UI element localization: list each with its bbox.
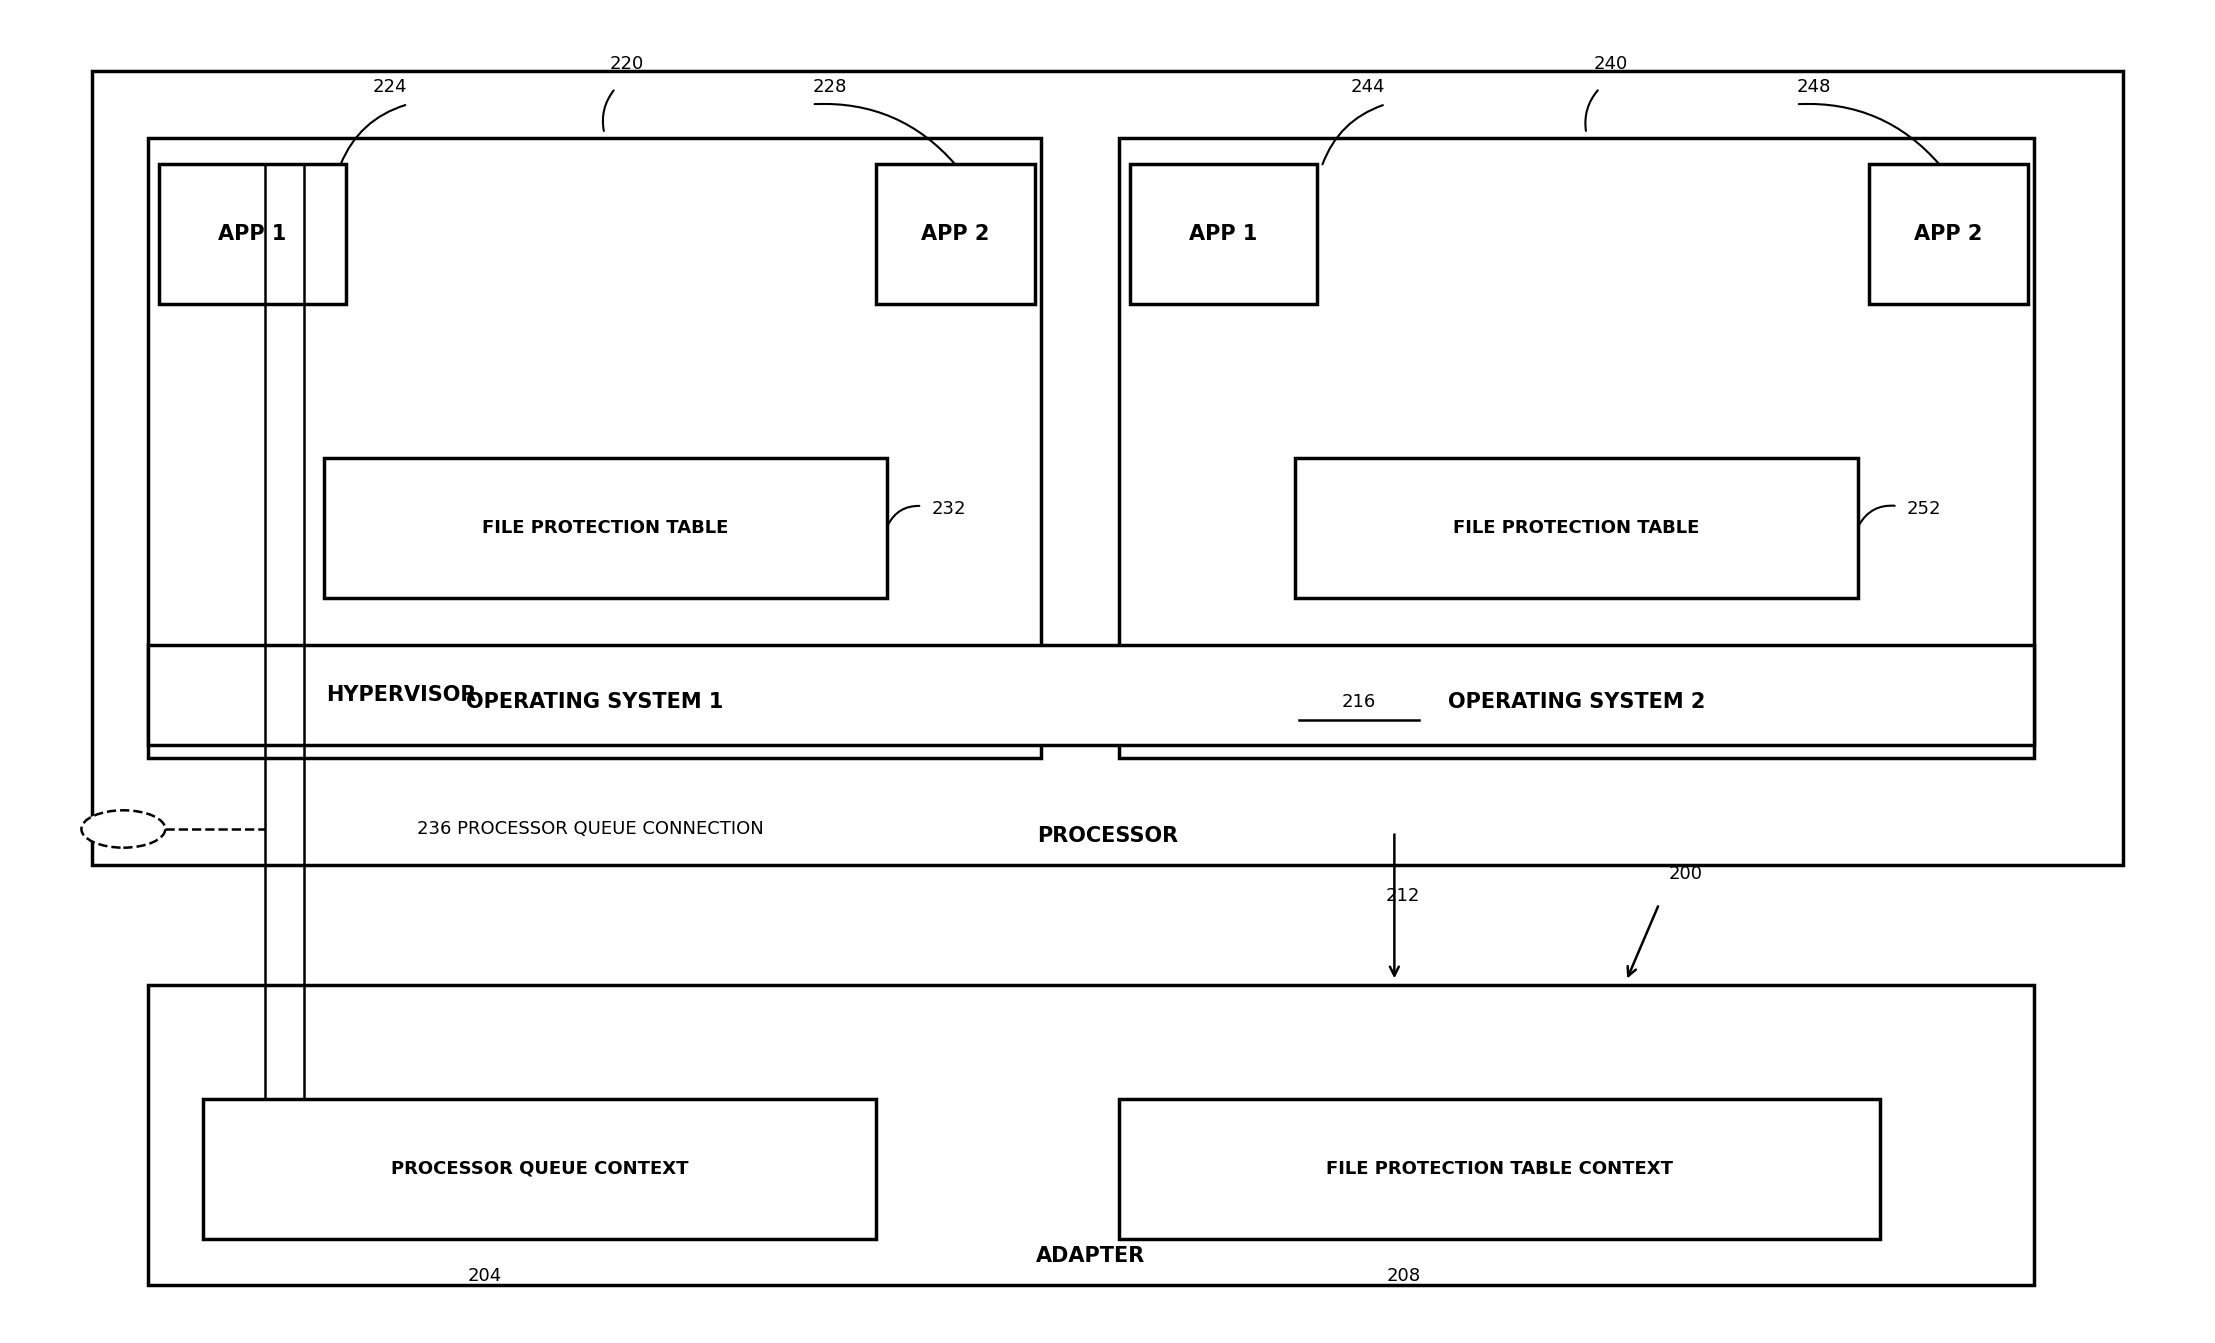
Text: OPERATING SYSTEM 2: OPERATING SYSTEM 2: [1449, 692, 1706, 712]
FancyBboxPatch shape: [1119, 1099, 1881, 1238]
FancyBboxPatch shape: [148, 645, 2033, 745]
Text: 236 PROCESSOR QUEUE CONNECTION: 236 PROCESSOR QUEUE CONNECTION: [416, 821, 764, 838]
Text: 244: 244: [1351, 78, 1384, 95]
FancyBboxPatch shape: [1869, 164, 2027, 305]
FancyBboxPatch shape: [148, 986, 2033, 1285]
Text: FILE PROTECTION TABLE: FILE PROTECTION TABLE: [1453, 518, 1699, 537]
Text: 208: 208: [1387, 1266, 1420, 1285]
Text: APP 1: APP 1: [1189, 224, 1258, 244]
Text: 212: 212: [1387, 886, 1420, 905]
Text: 216: 216: [1342, 693, 1376, 712]
Text: 200: 200: [1668, 865, 1703, 884]
Text: PROCESSOR: PROCESSOR: [1037, 826, 1178, 846]
Text: 232: 232: [930, 500, 966, 517]
Text: 228: 228: [813, 78, 846, 95]
Text: APP 1: APP 1: [219, 224, 286, 244]
Text: 224: 224: [372, 78, 408, 95]
Text: FILE PROTECTION TABLE: FILE PROTECTION TABLE: [483, 518, 729, 537]
Text: FILE PROTECTION TABLE CONTEXT: FILE PROTECTION TABLE CONTEXT: [1327, 1159, 1672, 1178]
FancyBboxPatch shape: [1119, 137, 2033, 759]
FancyBboxPatch shape: [323, 458, 886, 598]
FancyBboxPatch shape: [159, 164, 346, 305]
Text: 248: 248: [1796, 78, 1832, 95]
Text: OPERATING SYSTEM 1: OPERATING SYSTEM 1: [465, 692, 722, 712]
Text: 240: 240: [1593, 55, 1628, 74]
FancyBboxPatch shape: [148, 137, 1041, 759]
FancyBboxPatch shape: [1296, 458, 1858, 598]
Ellipse shape: [82, 810, 166, 847]
Text: ADAPTER: ADAPTER: [1037, 1246, 1145, 1266]
Text: 204: 204: [467, 1266, 503, 1285]
FancyBboxPatch shape: [875, 164, 1034, 305]
Text: APP 2: APP 2: [1914, 224, 1982, 244]
Text: PROCESSOR QUEUE CONTEXT: PROCESSOR QUEUE CONTEXT: [390, 1159, 689, 1178]
Text: HYPERVISOR: HYPERVISOR: [326, 685, 476, 705]
Text: 252: 252: [1907, 500, 1940, 517]
Text: APP 2: APP 2: [921, 224, 990, 244]
FancyBboxPatch shape: [93, 71, 2122, 865]
Text: 220: 220: [609, 55, 645, 74]
FancyBboxPatch shape: [204, 1099, 875, 1238]
FancyBboxPatch shape: [1130, 164, 1318, 305]
